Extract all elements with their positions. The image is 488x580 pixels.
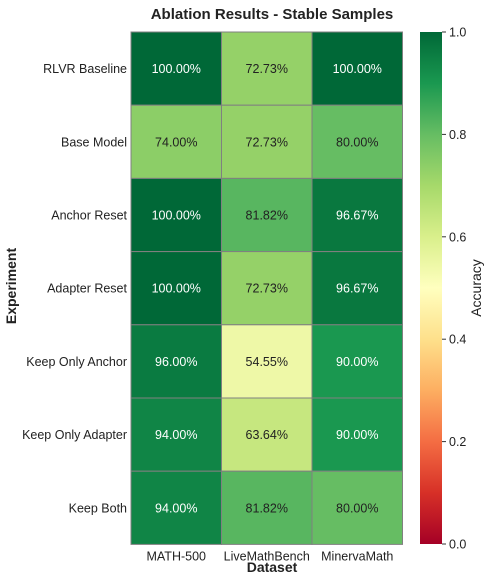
y-tick-label: Keep Both [69, 501, 127, 515]
heatmap-cell [311, 397, 403, 472]
y-tick-labels: RLVR Baseline Base Model Anchor Reset Adapt… [22, 62, 127, 515]
heatmap-cell [130, 470, 222, 545]
heatmap-cell [221, 470, 313, 545]
heatmap-cell [130, 397, 222, 472]
cell-value-label: 96.67% [336, 209, 378, 223]
cell-value-label: 80.00% [336, 501, 378, 515]
colorbar-tick-label: 0.8 [449, 128, 466, 142]
y-tick-label: Base Model [61, 135, 127, 149]
y-tick-label: Adapter Reset [47, 282, 127, 296]
heatmap-cell [130, 251, 222, 326]
cell-value-label: 96.67% [336, 282, 378, 296]
heatmap-cell [221, 104, 313, 179]
colorbar-tick-label: 0.2 [449, 435, 466, 449]
cell-value-label: 72.73% [246, 62, 288, 76]
y-tick-label: Anchor Reset [51, 209, 127, 223]
y-tick-label: RLVR Baseline [43, 62, 127, 76]
heatmap-cell [311, 251, 403, 326]
heatmap-cell [221, 324, 313, 399]
heatmap-cell [221, 177, 313, 253]
colorbar-ticks: 0.0 0.2 0.4 0.6 0.8 1.0 [442, 26, 466, 552]
heatmap-cell [130, 31, 222, 106]
cell-value-label: 54.55% [246, 355, 288, 369]
x-axis-title: Dataset [247, 559, 298, 575]
heatmap-cell [311, 31, 403, 106]
x-tick-label: MinervaMath [321, 549, 393, 563]
colorbar-tick-label: 1.0 [449, 26, 466, 40]
x-tick-label: LiveMathBench [224, 549, 310, 563]
chart-title: Ablation Results - Stable Samples [151, 6, 394, 23]
cell-value-label: 100.00% [333, 62, 382, 76]
cell-value-label: 96.00% [155, 355, 197, 369]
y-tick-label: Keep Only Anchor [26, 355, 127, 369]
cell-value-label: 72.73% [246, 282, 288, 296]
cell-value-label: 80.00% [336, 135, 378, 149]
heatmap-cell [130, 324, 222, 399]
heatmap-cell [311, 104, 403, 179]
cell-value-label: 90.00% [336, 355, 378, 369]
x-tick-label: MATH-500 [146, 549, 206, 563]
cell-value-label: 72.73% [246, 135, 288, 149]
cell-value-label: 100.00% [152, 62, 201, 76]
cell-value-label: 74.00% [155, 135, 197, 149]
cell-value-label: 90.00% [336, 428, 378, 442]
cell-value-label: 63.64% [246, 428, 288, 442]
y-axis-title: Experiment [3, 248, 19, 325]
heatmap-cell [221, 31, 313, 106]
cell-value-label: 94.00% [155, 501, 197, 515]
cell-value-label: 100.00% [152, 209, 201, 223]
colorbar [420, 32, 442, 544]
colorbar-tick-label: 0.6 [449, 230, 466, 244]
x-tick-labels: MATH-500 LiveMathBench MinervaMath [146, 549, 393, 563]
heatmap-cell [221, 397, 313, 472]
heatmap-cell [130, 104, 222, 179]
colorbar-tick-label: 0.4 [449, 333, 466, 347]
cell-value-label: 81.82% [246, 209, 288, 223]
y-tick-label: Keep Only Adapter [22, 428, 127, 442]
heatmap-cell [311, 324, 403, 399]
colorbar-tick-label: 0.0 [449, 538, 466, 552]
heatmap-cell [311, 470, 403, 545]
cell-value-label: 81.82% [246, 501, 288, 515]
heatmap-cells: 100.00% 72.73% 100.00% 74.00% 72.73% 80.00% 10… [130, 31, 403, 545]
cell-value-label: 100.00% [152, 282, 201, 296]
colorbar-label: Accuracy [468, 259, 484, 317]
cell-value-label: 94.00% [155, 428, 197, 442]
